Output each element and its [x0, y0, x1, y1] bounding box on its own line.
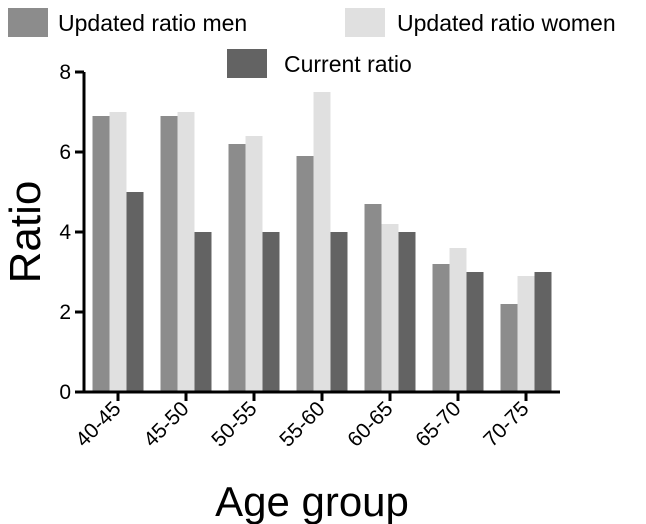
bar: [466, 272, 484, 392]
bar: [109, 112, 127, 392]
legend-swatch: [8, 8, 48, 37]
x-tick-label: 55-60: [275, 397, 329, 451]
y-axis-title: Ratio: [1, 181, 50, 284]
bar: [500, 304, 518, 392]
x-tick-label: 60-65: [343, 397, 397, 451]
bars: [92, 92, 552, 392]
bar: [381, 224, 399, 392]
y-tick-label: 8: [59, 61, 71, 84]
bar: [432, 264, 450, 392]
bar: [517, 276, 535, 392]
x-tick-label: 70-75: [479, 397, 533, 451]
bar: [330, 232, 348, 392]
y-ticks: 0 2 4 6 8: [59, 61, 84, 404]
bar: [177, 112, 195, 392]
bar: [228, 144, 246, 392]
x-axis-title: Age group: [215, 478, 409, 524]
y-tick-label: 4: [59, 221, 71, 244]
legend-label: Updated ratio men: [58, 10, 247, 36]
legend-label: Current ratio: [284, 51, 412, 77]
legend-swatch: [345, 8, 385, 37]
legend: Updated ratio men Updated ratio women Curr…: [8, 8, 616, 78]
bar: [92, 116, 110, 392]
x-tick-label: 65-70: [411, 397, 465, 451]
bar: [194, 232, 212, 392]
x-tick-label: 40-45: [71, 397, 125, 451]
bar: [449, 248, 467, 392]
bar: [313, 92, 331, 392]
bar: [398, 232, 416, 392]
y-tick-label: 6: [59, 141, 71, 164]
bar: [534, 272, 552, 392]
legend-swatch: [227, 49, 267, 78]
bar: [262, 232, 280, 392]
bar: [296, 156, 314, 392]
bar: [364, 204, 382, 392]
bar: [160, 116, 178, 392]
x-tick-label: 45-50: [139, 397, 193, 451]
bar: [245, 136, 263, 392]
legend-label: Updated ratio women: [397, 10, 616, 36]
bar: [126, 192, 144, 392]
y-tick-label: 2: [59, 301, 71, 324]
x-tick-label: 50-55: [207, 397, 261, 451]
x-ticks: 40-45 45-50 50-55 55-60 60-65 65-70 70-75: [71, 392, 534, 452]
y-tick-label: 0: [59, 381, 71, 404]
